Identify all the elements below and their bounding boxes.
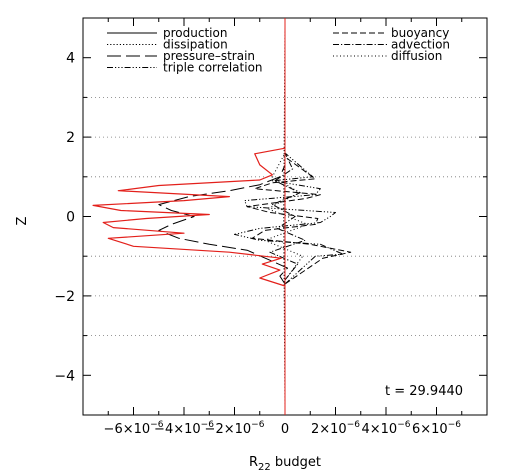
time-annotation: t = 29.9440: [385, 384, 463, 399]
y-tick-label: −4: [54, 368, 75, 384]
series-line: [234, 152, 344, 285]
x-tick-label: 4×10−6: [362, 420, 411, 437]
series-line: [246, 156, 352, 285]
legend: productiondissipationpressure–straintrip…: [107, 26, 450, 75]
y-tick-label: 2: [66, 130, 75, 146]
x-axis-label: R22 budget: [249, 455, 321, 473]
x-tick-label: −2×10−6: [205, 420, 265, 437]
y-tick-label: 0: [66, 210, 75, 226]
y-axis-label: Z: [15, 216, 30, 225]
x-tick-label: 6×10−6: [412, 420, 461, 437]
series-line: [92, 147, 286, 287]
x-tick-label: −4×10−6: [154, 420, 214, 437]
y-tick-label: 4: [66, 51, 75, 67]
reference-lines: [83, 97, 487, 337]
legend-label: triple correlation: [163, 61, 263, 75]
series-layer: [92, 18, 352, 415]
legend-label: production: [163, 26, 227, 40]
legend-label: dissipation: [163, 38, 228, 52]
y-tick-label: −2: [54, 289, 75, 305]
x-tick-label: 0: [281, 422, 289, 437]
legend-label: pressure–strain: [163, 49, 255, 63]
legend-label: diffusion: [391, 49, 442, 63]
x-axis: −6×10−6−4×10−6−2×10−6 0 2×10−6 4×10−6 6×10−6: [82, 18, 488, 437]
legend-label: buoyancy: [391, 26, 449, 40]
x-tick-label: 2×10−6: [311, 420, 360, 437]
y-axis: −4 −2 0 2 4: [54, 17, 487, 416]
series-line: [269, 152, 306, 281]
series-line: [158, 149, 288, 285]
legend-label: advection: [391, 38, 450, 52]
x-tick-label: −6×10−6: [104, 420, 164, 437]
